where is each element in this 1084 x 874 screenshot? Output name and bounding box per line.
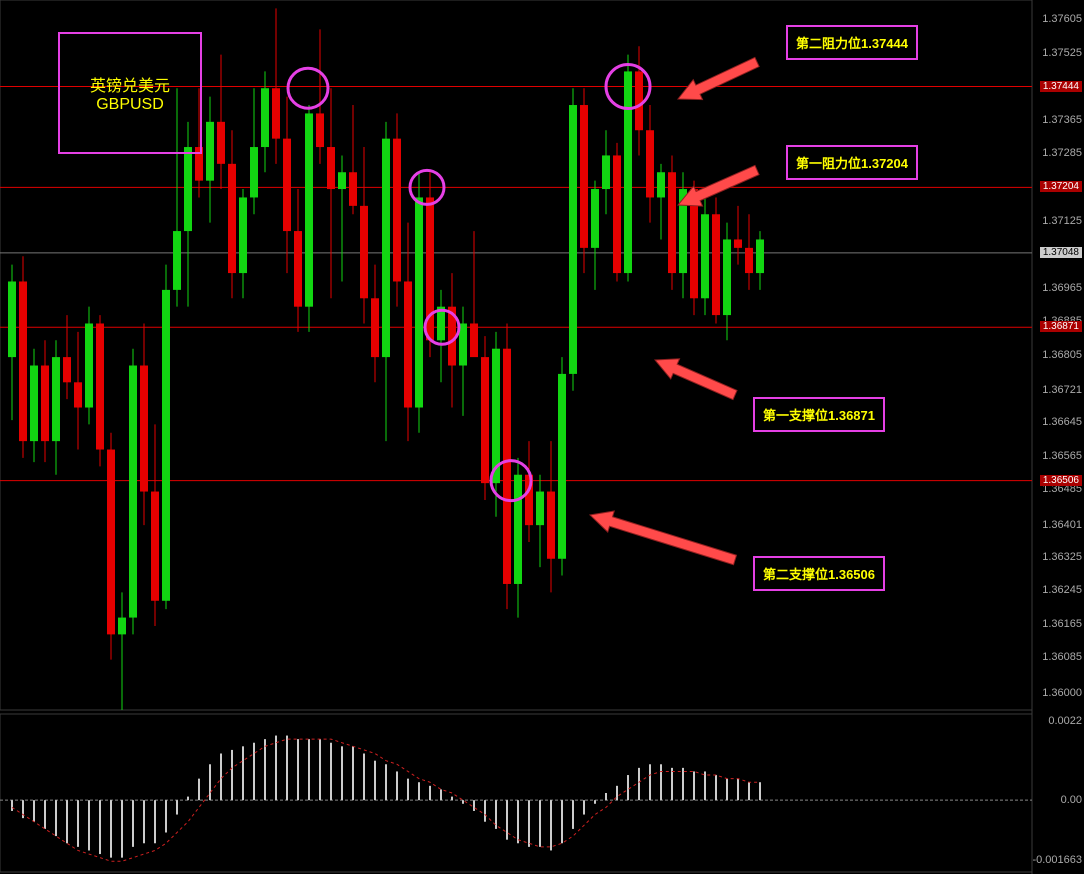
price-tick-label: 1.36565 bbox=[1042, 450, 1082, 462]
price-tick-label: 1.36165 bbox=[1042, 618, 1082, 630]
level-price-label: 1.36506 bbox=[1040, 475, 1082, 486]
price-tick-label: 1.36245 bbox=[1042, 584, 1082, 596]
indicator-tick-label: -0.001663 bbox=[1032, 854, 1082, 866]
indicator-tick-label: 0.00 bbox=[1061, 794, 1082, 806]
level-price-label: 1.36871 bbox=[1040, 321, 1082, 332]
level-annotation-box: 第二阻力位1.37444 bbox=[786, 25, 918, 60]
level-price-label: 1.37444 bbox=[1040, 81, 1082, 92]
price-tick-label: 1.36401 bbox=[1042, 519, 1082, 531]
instrument-name-cn: 英镑兑美元 bbox=[90, 72, 170, 96]
price-tick-label: 1.36721 bbox=[1042, 384, 1082, 396]
price-tick-label: 1.36965 bbox=[1042, 282, 1082, 294]
price-tick-label: 1.36805 bbox=[1042, 349, 1082, 361]
level-annotation-box: 第一阻力位1.37204 bbox=[786, 145, 918, 180]
instrument-symbol: GBPUSD bbox=[96, 96, 164, 114]
price-tick-label: 1.36085 bbox=[1042, 651, 1082, 663]
level-annotation-box: 第二支撑位1.36506 bbox=[753, 556, 885, 591]
level-price-label: 1.37204 bbox=[1040, 181, 1082, 192]
price-tick-label: 1.37605 bbox=[1042, 13, 1082, 25]
price-tick-label: 1.36645 bbox=[1042, 416, 1082, 428]
forex-chart-root: 1.36000 1.36085 1.36165 1.36245 1.36325 1.364… bbox=[0, 0, 1084, 874]
indicator-tick-label: 0.0022 bbox=[1048, 715, 1082, 727]
level-annotation-box: 第一支撑位1.36871 bbox=[753, 397, 885, 432]
price-tick-label: 1.36000 bbox=[1042, 687, 1082, 699]
price-tick-label: 1.37285 bbox=[1042, 147, 1082, 159]
current-price-label: 1.37048 bbox=[1040, 247, 1082, 258]
price-tick-label: 1.37125 bbox=[1042, 215, 1082, 227]
price-tick-label: 1.37365 bbox=[1042, 114, 1082, 126]
price-tick-label: 1.37525 bbox=[1042, 47, 1082, 59]
instrument-title-box: 英镑兑美元GBPUSD bbox=[58, 32, 202, 154]
price-tick-label: 1.36325 bbox=[1042, 551, 1082, 563]
